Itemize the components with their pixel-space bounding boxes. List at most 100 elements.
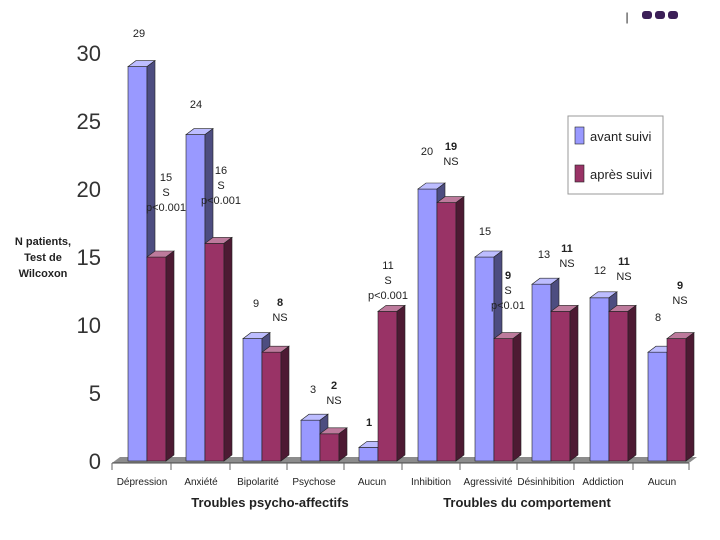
bar-apres-3 bbox=[319, 427, 348, 462]
decor-dot bbox=[668, 11, 678, 19]
x-tick-label: Aucun bbox=[648, 477, 676, 488]
data-label: 9 bbox=[677, 280, 683, 292]
group-label: Troubles psycho-affectifs bbox=[191, 495, 348, 510]
bar-side bbox=[338, 427, 348, 462]
data-label: 15 bbox=[160, 172, 172, 184]
x-tick-label: Psychose bbox=[292, 477, 336, 488]
bar-front bbox=[666, 338, 687, 462]
data-label: p<0.001 bbox=[368, 290, 408, 302]
data-label: NS bbox=[559, 258, 574, 270]
bar-apres-4 bbox=[377, 304, 406, 462]
data-label: NS bbox=[672, 295, 687, 307]
data-label: 24 bbox=[190, 99, 202, 111]
data-label: p<0.001 bbox=[201, 195, 241, 207]
bar-apres-2 bbox=[261, 345, 290, 462]
bar-apres-5 bbox=[436, 196, 465, 462]
data-label: 8 bbox=[655, 312, 661, 324]
bar-side bbox=[512, 332, 522, 462]
y-tick-label: 20 bbox=[77, 177, 101, 202]
bar-front bbox=[550, 311, 571, 462]
y-tick-label: 5 bbox=[89, 381, 101, 406]
data-label: S bbox=[217, 180, 224, 192]
bar-front bbox=[261, 351, 282, 462]
legend-label: après suivi bbox=[590, 167, 652, 182]
y-axis-title: Test de bbox=[24, 252, 62, 264]
data-label: p<0.01 bbox=[491, 300, 525, 312]
data-label: 20 bbox=[421, 146, 433, 158]
bar-side bbox=[455, 196, 465, 462]
bar-apres-8 bbox=[608, 304, 637, 462]
decor-dot bbox=[655, 11, 665, 19]
y-axis-title: Wilcoxon bbox=[19, 268, 68, 280]
data-label: 9 bbox=[505, 270, 511, 282]
bar-front bbox=[358, 447, 379, 462]
x-tick-label: Agressivité bbox=[464, 477, 513, 488]
data-label: S bbox=[384, 275, 391, 287]
y-tick-label: 15 bbox=[77, 245, 101, 270]
x-tick-label: Addiction bbox=[582, 477, 623, 488]
bar-side bbox=[165, 250, 175, 462]
bar-side bbox=[396, 304, 406, 462]
bar-front bbox=[242, 338, 263, 462]
data-label: S bbox=[504, 285, 511, 297]
x-tick-label: Aucun bbox=[358, 477, 386, 488]
x-tick-label: Inhibition bbox=[411, 477, 451, 488]
bar-front bbox=[417, 188, 438, 462]
data-label: 13 bbox=[538, 249, 550, 261]
data-label: 16 bbox=[215, 165, 227, 177]
data-label: 11 bbox=[382, 260, 393, 272]
bar-front bbox=[377, 311, 398, 462]
x-tick-label: Anxiété bbox=[184, 477, 218, 488]
x-tick-label: Bipolarité bbox=[237, 477, 279, 488]
x-tick-label: Désinhibition bbox=[517, 477, 574, 488]
data-label: S bbox=[162, 187, 169, 199]
data-label: 9 bbox=[253, 298, 259, 310]
bar-front bbox=[531, 283, 552, 462]
bar-side bbox=[569, 304, 579, 462]
data-label: 2 bbox=[331, 380, 337, 392]
data-label: 12 bbox=[594, 265, 606, 277]
y-axis-title: N patients, bbox=[15, 236, 71, 248]
bar-apres-1 bbox=[204, 236, 233, 462]
data-label: p<0.001 bbox=[146, 202, 186, 214]
bar-front bbox=[146, 256, 167, 462]
bar-front bbox=[204, 243, 225, 462]
bar-side bbox=[280, 345, 290, 462]
bar-apres-0 bbox=[146, 250, 175, 462]
bar-front bbox=[608, 311, 629, 462]
legend-label: avant suivi bbox=[590, 129, 652, 144]
data-label: 11 bbox=[618, 256, 630, 268]
bar-apres-6 bbox=[493, 332, 522, 462]
decor-dot bbox=[642, 11, 652, 19]
legend-swatch bbox=[574, 126, 585, 145]
legend-swatch bbox=[574, 164, 585, 183]
x-tick-label: Dépression bbox=[117, 477, 168, 488]
divider-mark: | bbox=[625, 10, 628, 24]
data-label: 3 bbox=[310, 384, 316, 396]
bar-front bbox=[474, 256, 495, 462]
bar-side bbox=[685, 332, 695, 462]
y-tick-label: 0 bbox=[89, 449, 101, 474]
data-label: 11 bbox=[561, 243, 573, 255]
bar-avant-3 bbox=[300, 413, 329, 462]
y-tick-label: 30 bbox=[77, 41, 101, 66]
bar-side bbox=[223, 236, 233, 462]
bar-front bbox=[185, 134, 206, 462]
data-label: NS bbox=[616, 271, 631, 283]
bar-front bbox=[300, 419, 321, 462]
bar-front bbox=[493, 338, 514, 462]
data-label: 15 bbox=[479, 226, 491, 238]
bar-front bbox=[319, 433, 340, 462]
data-label: 19 bbox=[445, 141, 457, 153]
bar-apres-9 bbox=[666, 332, 695, 462]
bar-front bbox=[127, 66, 148, 462]
bar-front bbox=[436, 202, 457, 462]
bar-side bbox=[627, 304, 637, 462]
data-label: NS bbox=[326, 395, 341, 407]
bar-front bbox=[647, 351, 668, 462]
data-label: NS bbox=[272, 312, 287, 324]
bar-apres-7 bbox=[550, 304, 579, 462]
y-tick-label: 25 bbox=[77, 109, 101, 134]
